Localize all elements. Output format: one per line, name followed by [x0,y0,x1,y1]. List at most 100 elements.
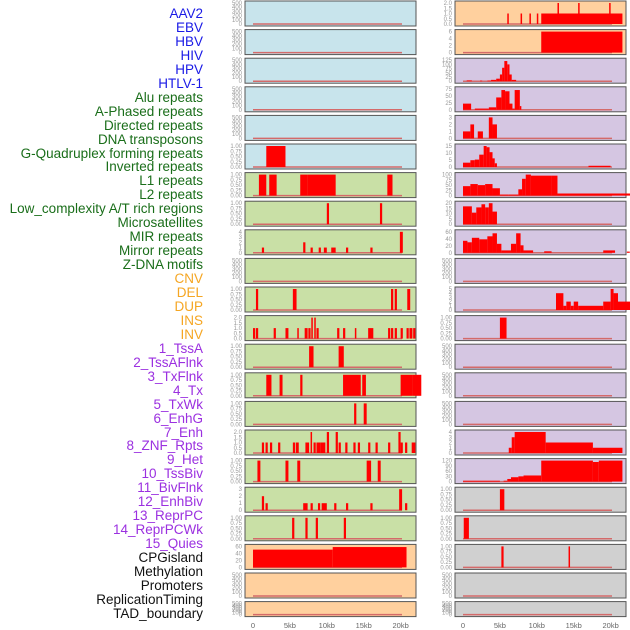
panel-background [244,429,417,456]
y-tick-label: 60 [235,544,242,550]
data-bar [492,124,497,139]
y-tick-label: 75 [445,87,452,93]
data-bar [486,147,490,167]
y-tick-label: 1.5 [234,321,243,327]
data-bar [377,460,381,482]
data-bar [481,204,486,225]
y-tick-label: 100 [232,610,243,616]
track-label: CNV [174,271,203,287]
y-tick-label: 0.50 [230,212,242,218]
track-label: Low_complexity A/T rich regions [9,201,203,217]
panel-background [454,572,627,599]
y-tick-label: 1.0 [444,12,453,18]
y-tick-label: 1 [449,446,453,452]
data-bar [557,193,630,196]
y-tick-label: 300 [232,124,243,130]
y-tick-label: 0.5 [234,446,243,452]
data-bar [470,184,478,196]
panel-background [244,343,417,370]
data-bar [366,460,372,482]
panel-background [244,372,417,399]
data-bar [501,546,504,568]
x-tick-label: 10kb [319,621,335,630]
data-bar [511,79,517,82]
data-bar [463,162,471,167]
y-tick-label: 0.50 [440,326,452,332]
data-bar [463,206,472,225]
y-tick-label: 300 [442,381,453,387]
y-tick-label: 300 [232,606,243,612]
y-tick-label: 20 [445,201,452,207]
y-tick-label: 0 [449,222,453,228]
y-tick-label: 200 [442,586,453,592]
data-bar [544,251,552,253]
y-tick-label: 50 [445,94,452,100]
data-bar [578,3,580,24]
y-tick-label: 400 [232,120,243,126]
y-tick-label: 4 [239,230,243,236]
data-bar [362,374,366,396]
y-tick-label: 10 [445,212,452,218]
data-bar [492,188,500,196]
x-tick-label: 0 [461,621,465,630]
y-tick-label: 60 [445,230,452,236]
y-tick-label: 0 [239,79,243,85]
y-tick-label: 0.0 [444,22,453,28]
data-bar [541,460,593,482]
panel-background [244,315,417,342]
track-label: HBV [175,33,203,49]
data-bar [509,74,512,82]
y-tick-label: 0.25 [230,160,242,166]
y-tick-label: 15 [445,206,452,212]
data-bar [479,154,484,167]
y-tick-label: 300 [232,9,243,15]
y-tick-label: 300 [442,606,453,612]
panel-background [244,86,417,113]
y-tick-label: 500 [442,401,453,407]
y-tick-label: 500 [442,373,453,379]
y-tick-label: 4 [449,430,453,436]
data-bar [467,242,472,253]
y-tick-label: 1.5 [234,435,243,441]
y-tick-label: 75 [445,178,452,184]
x-tick-label: 5kb [494,621,506,630]
y-tick-label: 120 [442,459,453,465]
data-bar [398,432,401,453]
panel-background [244,29,417,56]
data-bar [253,328,256,339]
y-tick-label: 100 [232,132,243,138]
y-tick-label: 0.00 [230,365,242,371]
y-tick-label: 0.50 [440,526,452,532]
data-bar [388,328,391,339]
y-tick-label: 0 [239,251,243,257]
y-tick-label: 2.0 [444,1,453,7]
y-tick-label: 400 [442,406,453,412]
y-tick-label: 0 [449,594,453,600]
data-bar [300,174,308,196]
y-tick-label: 60 [445,469,452,475]
y-tick-label: 5 [449,158,453,164]
data-bar [491,79,497,82]
data-bar [556,293,564,310]
data-bar [466,80,472,82]
data-bar [313,442,316,453]
data-bar [519,106,522,110]
y-tick-label: 0.25 [230,474,242,480]
y-tick-label: 0 [449,308,453,314]
track-label: DNA transposons [97,131,203,147]
track-label: Z-DNA motifs [122,257,203,273]
data-bar [295,442,299,453]
y-tick-label: 400 [442,263,453,269]
y-tick-label: 0.00 [440,565,452,571]
panel-background [244,486,417,513]
data-bar [292,517,295,539]
data-bar [300,374,303,396]
track-label: 15_Quies [145,536,203,552]
data-bar [477,131,483,139]
data-bar [370,247,373,253]
data-bar [269,174,277,196]
y-tick-label: 100 [232,590,243,596]
data-bar [255,289,259,310]
data-bar [292,442,296,453]
